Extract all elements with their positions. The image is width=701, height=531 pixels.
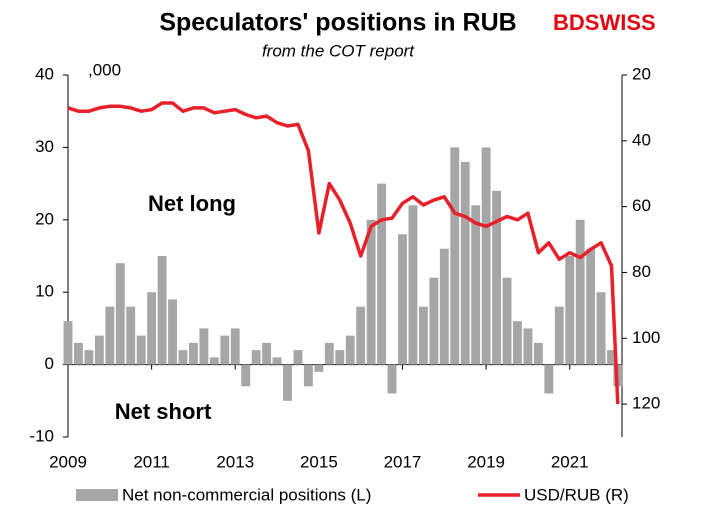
- bar: [94, 335, 104, 365]
- y2-tick-label: 20: [632, 64, 651, 83]
- bar: [262, 342, 272, 365]
- logo: BDSWISS: [553, 10, 656, 35]
- bar: [272, 357, 282, 365]
- subtitle: from the COT report: [262, 41, 415, 60]
- y2-tick-label: 80: [632, 262, 651, 281]
- legend-label: Net non-commercial positions (L): [122, 485, 371, 504]
- annotation: Net long: [148, 191, 236, 216]
- annotation: Net short: [115, 399, 212, 424]
- bar: [168, 299, 177, 365]
- bar: [74, 342, 83, 365]
- bar: [126, 306, 136, 365]
- x-tick-label: 2015: [300, 452, 338, 471]
- x-tick-label: 2019: [467, 452, 505, 471]
- bar: [586, 248, 596, 365]
- y-tick-label: 40: [35, 64, 54, 83]
- bar: [377, 183, 387, 365]
- x-tick-label: 2009: [49, 452, 87, 471]
- bar: [471, 205, 481, 365]
- bar: [136, 335, 146, 365]
- bar: [607, 350, 616, 365]
- bar: [366, 219, 376, 365]
- bar: [596, 292, 606, 365]
- x-tick-label: 2021: [551, 452, 589, 471]
- bar: [335, 350, 345, 365]
- bar: [565, 256, 575, 365]
- y2-tick-label: 40: [632, 130, 651, 149]
- y-tick-label: 30: [35, 137, 54, 156]
- bar: [481, 147, 491, 365]
- bar: [523, 328, 533, 365]
- bar: [293, 350, 303, 365]
- legend-swatch: [76, 489, 118, 501]
- unit-label: ,000: [88, 60, 121, 79]
- bar: [554, 306, 564, 365]
- y-tick-label: 20: [35, 209, 54, 228]
- bar: [84, 350, 94, 365]
- bar: [575, 219, 585, 365]
- bar: [157, 256, 167, 365]
- bar: [460, 161, 470, 365]
- bar: [178, 350, 188, 365]
- line: [67, 101, 620, 405]
- bar: [387, 364, 397, 394]
- bar: [492, 190, 502, 365]
- bar: [408, 205, 418, 365]
- bar: [303, 364, 313, 387]
- y-tick-label: 0: [45, 354, 54, 373]
- bar: [283, 364, 292, 401]
- bar: [356, 306, 366, 365]
- bar: [251, 350, 261, 365]
- y2-tick-label: 60: [632, 196, 651, 215]
- bar: [398, 234, 407, 365]
- bar: [188, 342, 198, 365]
- bar: [439, 248, 449, 365]
- bar: [105, 306, 115, 365]
- bar: [241, 364, 251, 387]
- bar: [115, 263, 125, 365]
- bar: [418, 306, 428, 365]
- bar: [533, 342, 543, 365]
- bar: [450, 147, 460, 365]
- bar: [147, 292, 157, 365]
- bar: [199, 328, 209, 365]
- x-tick-label: 2013: [216, 452, 254, 471]
- chart-title: Speculators' positions in RUB: [159, 9, 516, 37]
- bar: [209, 357, 219, 365]
- bar: [63, 321, 73, 365]
- y2-tick-label: 120: [632, 394, 660, 413]
- bar: [220, 335, 230, 365]
- y2-tick-label: 100: [632, 328, 660, 347]
- bar: [230, 328, 240, 365]
- legend-label: USD/RUB (R): [524, 485, 629, 504]
- bar: [513, 321, 522, 365]
- bar: [324, 342, 334, 365]
- x-tick-label: 2017: [384, 452, 422, 471]
- y-tick-label: 10: [35, 282, 54, 301]
- bar: [429, 277, 439, 365]
- x-tick-label: 2011: [133, 452, 170, 471]
- bar: [314, 364, 324, 372]
- bar: [544, 364, 554, 394]
- bar: [345, 335, 355, 365]
- y-tick-label: -10: [29, 426, 54, 445]
- bar: [502, 277, 512, 365]
